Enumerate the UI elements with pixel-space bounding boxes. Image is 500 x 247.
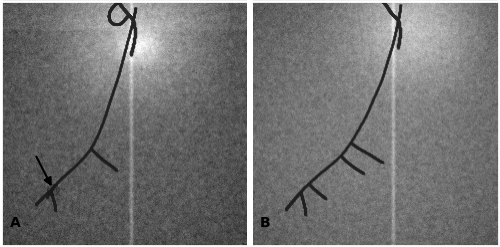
Text: A: A: [10, 216, 21, 230]
Text: B: B: [260, 216, 270, 230]
